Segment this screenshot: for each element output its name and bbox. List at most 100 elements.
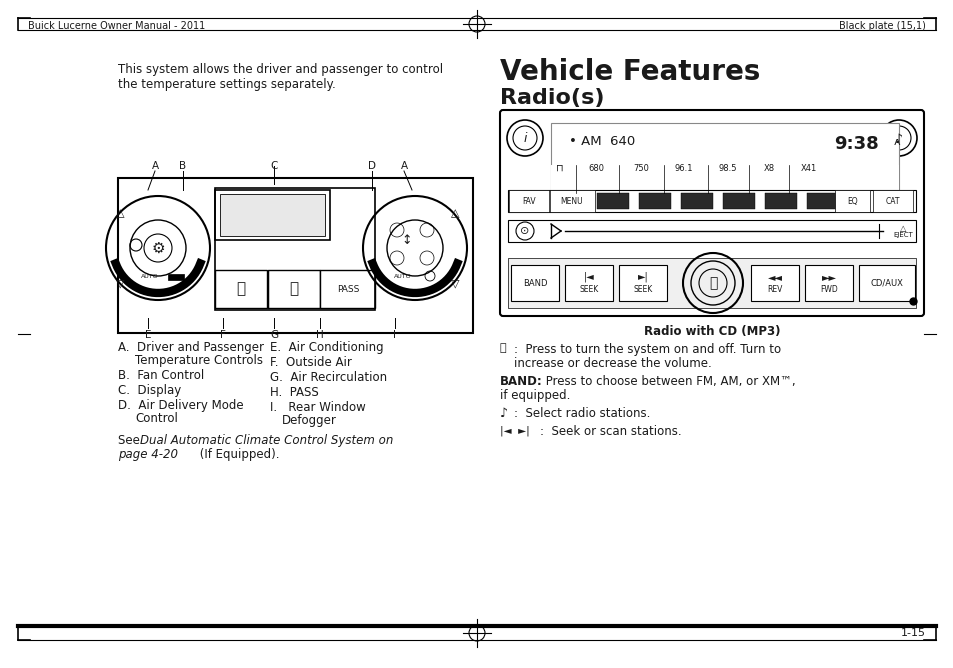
Text: AUTO: AUTO: [394, 273, 412, 279]
Text: Radio(s): Radio(s): [499, 88, 604, 108]
Text: ⊓: ⊓: [556, 163, 563, 173]
Bar: [639, 193, 670, 209]
Text: F: F: [220, 330, 226, 340]
Text: SEEK: SEEK: [578, 285, 598, 293]
Bar: [214, 190, 330, 240]
Text: X41: X41: [800, 164, 817, 172]
Bar: [319, 270, 375, 308]
Bar: [509, 190, 548, 212]
Text: CD/AUX: CD/AUX: [870, 279, 902, 287]
FancyBboxPatch shape: [804, 265, 852, 301]
Bar: [214, 188, 375, 310]
Text: Temperature Controls: Temperature Controls: [135, 354, 263, 367]
Bar: [551, 123, 898, 193]
Text: ⏻: ⏻: [499, 343, 506, 353]
Text: EJECT: EJECT: [892, 232, 912, 238]
Text: CAT: CAT: [884, 196, 900, 206]
Text: REV: REV: [766, 285, 781, 293]
Text: BAND:: BAND:: [499, 375, 542, 388]
Bar: [764, 193, 796, 209]
Text: AUTO: AUTO: [141, 273, 158, 279]
Text: :  Seek or scan stations.: : Seek or scan stations.: [539, 425, 680, 438]
Text: increase or decrease the volume.: increase or decrease the volume.: [514, 357, 711, 370]
Bar: [834, 190, 869, 212]
Bar: [507, 190, 915, 212]
Text: Buick Lucerne Owner Manual - 2011: Buick Lucerne Owner Manual - 2011: [28, 21, 205, 31]
Text: ♪: ♪: [499, 407, 507, 420]
Text: ⊙: ⊙: [519, 226, 529, 236]
Bar: [168, 274, 184, 280]
Text: 🚗: 🚗: [236, 281, 245, 297]
Text: Radio with CD (MP3): Radio with CD (MP3): [643, 325, 780, 338]
Text: EQ: EQ: [847, 196, 858, 206]
Text: ♪: ♪: [894, 132, 902, 146]
Text: if equipped.: if equipped.: [499, 389, 570, 402]
Bar: [507, 220, 915, 242]
FancyBboxPatch shape: [858, 265, 914, 301]
Text: Press to choose between FM, AM, or XM™,: Press to choose between FM, AM, or XM™,: [541, 375, 795, 388]
Text: B: B: [179, 161, 187, 171]
Text: 680: 680: [587, 164, 603, 172]
Text: 1-15: 1-15: [900, 628, 925, 638]
Bar: [220, 194, 325, 236]
Text: C.  Display: C. Display: [118, 384, 181, 397]
Text: FWD: FWD: [820, 285, 837, 293]
Text: I.   Rear Window: I. Rear Window: [270, 401, 365, 414]
Text: 750: 750: [633, 164, 648, 172]
Bar: [268, 270, 319, 308]
Text: ▽: ▽: [450, 278, 458, 288]
Text: A: A: [400, 161, 407, 171]
Text: G.  Air Recirculation: G. Air Recirculation: [270, 371, 387, 384]
Text: △: △: [450, 208, 458, 218]
Text: ►►: ►►: [821, 272, 836, 282]
Text: ʌ: ʌ: [893, 137, 900, 147]
Bar: [214, 270, 267, 308]
FancyBboxPatch shape: [118, 178, 473, 333]
Bar: [872, 190, 912, 212]
Bar: [507, 258, 915, 308]
Text: ⚙: ⚙: [151, 240, 165, 255]
Text: page 4-20: page 4-20: [118, 448, 178, 461]
Text: i: i: [522, 132, 526, 144]
Text: FAV: FAV: [521, 196, 536, 206]
Text: B.  Fan Control: B. Fan Control: [118, 369, 204, 382]
Text: D: D: [368, 161, 375, 171]
Text: See: See: [118, 434, 144, 447]
Text: 96.1: 96.1: [674, 164, 693, 172]
Text: the temperature settings separately.: the temperature settings separately.: [118, 78, 335, 91]
Text: |◄  ►|: |◄ ►|: [499, 425, 529, 436]
Text: ►|: ►|: [637, 272, 648, 283]
Text: :  Press to turn the system on and off. Turn to: : Press to turn the system on and off. T…: [514, 343, 781, 356]
Text: ⏻: ⏻: [708, 276, 717, 290]
Text: |◄: |◄: [583, 272, 594, 283]
Text: PASS: PASS: [336, 285, 359, 293]
Text: G: G: [270, 330, 277, 340]
Text: ◄◄: ◄◄: [767, 272, 781, 282]
Text: E.  Air Conditioning: E. Air Conditioning: [270, 341, 383, 354]
Text: △: △: [899, 224, 905, 232]
Text: 🚗: 🚗: [289, 281, 298, 297]
Text: Dual Automatic Climate Control System on: Dual Automatic Climate Control System on: [140, 434, 393, 447]
Bar: [550, 190, 595, 212]
Text: 98.5: 98.5: [718, 164, 737, 172]
Bar: [806, 193, 838, 209]
Text: E: E: [145, 330, 152, 340]
Text: Black plate (15,1): Black plate (15,1): [839, 21, 925, 31]
Text: I: I: [393, 330, 396, 340]
Text: X8: X8: [762, 164, 774, 172]
Text: BAND: BAND: [522, 279, 547, 287]
Text: (If Equipped).: (If Equipped).: [195, 448, 279, 461]
Text: MENU: MENU: [560, 196, 582, 206]
Text: This system allows the driver and passenger to control: This system allows the driver and passen…: [118, 63, 442, 76]
FancyBboxPatch shape: [750, 265, 799, 301]
Text: ↕: ↕: [401, 234, 412, 246]
Text: H.  PASS: H. PASS: [270, 386, 318, 399]
Bar: [680, 193, 712, 209]
Text: D.  Air Delivery Mode: D. Air Delivery Mode: [118, 399, 243, 412]
Text: Vehicle Features: Vehicle Features: [499, 58, 760, 86]
Text: :  Select radio stations.: : Select radio stations.: [514, 407, 650, 420]
Text: H: H: [315, 330, 323, 340]
FancyBboxPatch shape: [499, 110, 923, 316]
Bar: [597, 193, 628, 209]
Text: △: △: [115, 208, 124, 218]
